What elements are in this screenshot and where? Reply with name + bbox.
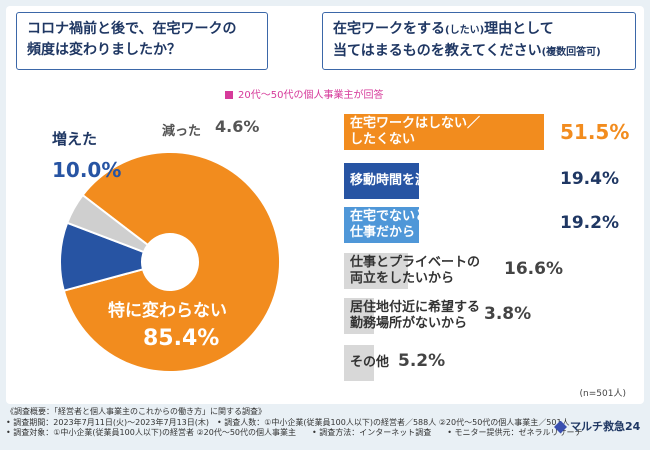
left-question-line1: コロナ禍前と後で、在宅ワークの [27, 21, 237, 37]
value-decreased: 4.6% [215, 117, 260, 136]
value-no-change: 85.4% [143, 326, 220, 351]
right-question-box: 在宅ワークをする(したい)理由として 当てはまるものを教えてください(複数回答可… [322, 12, 636, 70]
bar-label-3: 仕事とプライベートの 両立をしたいから [350, 255, 480, 287]
bar-label-4: 居住地付近に希望する 勤務場所がないから [350, 300, 480, 332]
bar-label-2: 在宅でないとできない 仕事だから [350, 209, 480, 241]
legend-swatch [225, 91, 233, 99]
right-question-line1: 在宅ワークをする(したい)理由として [333, 19, 625, 41]
bar-label-line: 勤務場所がないから [350, 316, 468, 331]
legend: 20代～50代の個人事業主が回答 [225, 86, 383, 101]
bar-label-line: 仕事とプライベートの [350, 255, 481, 270]
bar-3 [344, 253, 408, 289]
bar-value-2: 19.2% [560, 213, 619, 233]
bar-label-line: 両立をしたいから [350, 271, 455, 286]
right-question-line2: 当てはまるものを教えてください(複数回答可) [333, 41, 625, 63]
bar-0 [344, 114, 544, 150]
rq-note: (複数回答可) [541, 47, 601, 58]
bar-label-0: 在宅ワークはしない／ したくない [350, 116, 480, 148]
label-increased: 増えた [52, 130, 98, 148]
label-decreased: 減った [162, 124, 202, 139]
footnotes: 《調査概要：「経営者と個人事業主のこれからの働き方」に関する調査》 • 調査期間… [6, 407, 583, 439]
bar-value-1: 19.4% [560, 169, 619, 189]
sample-size: (n=501人) [579, 389, 626, 399]
bar-1 [344, 163, 419, 199]
slice-no-change [62, 151, 281, 373]
bar-value-5: 5.2% [398, 351, 446, 371]
left-question-box: コロナ禍前と後で、在宅ワークの 頻度は変わりましたか？ [16, 12, 268, 70]
value-increased: 10.0% [52, 158, 122, 182]
bar-label-line: 在宅ワークはしない／ [350, 116, 481, 131]
footnote-line: • 調査対象：①中小企業(従業員100人以下)の経営者 ②20代～50代の個人事… [6, 428, 583, 437]
rq-part3: 当てはまるものを教えてください [333, 43, 542, 59]
bar-label-line: 居住地付近に希望する [350, 300, 481, 315]
bar-label-line: その他 [350, 355, 390, 370]
slice-decreased [65, 193, 150, 254]
brand-logo: マルチ救急24 [554, 418, 640, 434]
bar-label-1: 移動時間を減らしたいから [350, 173, 506, 189]
bar-value-0: 51.5% [560, 120, 630, 144]
bar-4 [344, 298, 374, 334]
bar-label-line: 在宅でないとできない [350, 209, 480, 224]
logo-text: マルチ救急24 [570, 420, 641, 433]
bar-2 [344, 207, 419, 243]
rq-paren: (したい) [445, 25, 485, 36]
rq-part2: 理由として [484, 21, 554, 37]
bar-label-5: その他 [350, 355, 389, 371]
left-question-line2: 頻度は変わりましたか？ [27, 42, 181, 58]
bar-value-3: 16.6% [504, 259, 563, 279]
bar-label-line: 仕事だから [350, 225, 416, 240]
rq-part1: 在宅ワークをする [333, 21, 445, 37]
footnote-line: • 調査期間：2023年7月11日(火)～2023年7月13日(木) • 調査人… [6, 417, 570, 427]
bar-value-4: 3.8% [484, 304, 532, 324]
footnote-line: 《調査概要：「経営者と個人事業主のこれからの働き方」に関する調査》 [6, 407, 266, 416]
label-no-change: 特に変わらない [108, 301, 227, 321]
bar-label-line: したくない [350, 132, 416, 147]
logo-mark-icon [554, 420, 567, 434]
legend-text: 20代～50代の個人事業主が回答 [238, 90, 384, 101]
bar-label-line: 移動時間を減らしたいから [350, 173, 507, 188]
bar-5 [344, 345, 374, 381]
